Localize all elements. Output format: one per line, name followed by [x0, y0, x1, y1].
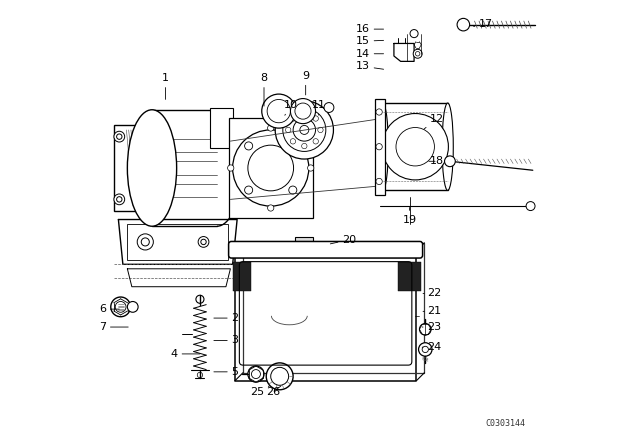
- Circle shape: [419, 343, 432, 356]
- Circle shape: [422, 346, 428, 353]
- Circle shape: [300, 125, 309, 134]
- Text: 17: 17: [474, 19, 493, 29]
- Text: 18: 18: [429, 156, 444, 166]
- Bar: [114, 125, 141, 211]
- Text: 7: 7: [99, 322, 128, 332]
- Circle shape: [313, 138, 319, 144]
- Circle shape: [317, 127, 323, 133]
- Text: 19: 19: [403, 207, 417, 224]
- Circle shape: [376, 178, 382, 185]
- Circle shape: [268, 125, 274, 131]
- Text: 6: 6: [99, 304, 119, 314]
- Circle shape: [267, 99, 291, 123]
- Text: C0303144: C0303144: [486, 419, 526, 428]
- Circle shape: [141, 238, 149, 246]
- Circle shape: [301, 111, 307, 116]
- Circle shape: [244, 186, 253, 194]
- Circle shape: [289, 142, 297, 150]
- Circle shape: [301, 143, 307, 149]
- Circle shape: [415, 52, 420, 56]
- Text: 1: 1: [162, 73, 169, 99]
- Circle shape: [232, 130, 308, 206]
- Text: 12: 12: [424, 114, 444, 129]
- Text: 21: 21: [423, 306, 442, 316]
- Text: 5: 5: [214, 367, 238, 377]
- Ellipse shape: [442, 103, 453, 190]
- Circle shape: [289, 186, 297, 194]
- Ellipse shape: [377, 103, 388, 190]
- Circle shape: [271, 367, 289, 385]
- Text: 20: 20: [330, 235, 356, 245]
- Ellipse shape: [127, 110, 177, 226]
- Circle shape: [324, 103, 334, 112]
- Circle shape: [127, 302, 138, 312]
- Circle shape: [116, 134, 122, 139]
- Text: 13: 13: [356, 61, 383, 71]
- Text: 15: 15: [356, 36, 383, 46]
- Circle shape: [116, 197, 122, 202]
- Text: 8: 8: [260, 73, 268, 106]
- Circle shape: [419, 323, 431, 335]
- Circle shape: [396, 128, 435, 166]
- Circle shape: [285, 127, 291, 133]
- Bar: [296, 237, 314, 246]
- Circle shape: [111, 297, 131, 317]
- Text: 11: 11: [312, 100, 326, 115]
- Text: 2: 2: [214, 313, 239, 323]
- Circle shape: [266, 363, 293, 390]
- Circle shape: [275, 101, 333, 159]
- Text: 10: 10: [284, 100, 298, 115]
- Circle shape: [252, 370, 260, 379]
- Text: 26: 26: [266, 386, 281, 397]
- Circle shape: [410, 30, 418, 38]
- Bar: [398, 262, 421, 291]
- Circle shape: [526, 202, 535, 211]
- Text: 24: 24: [422, 342, 442, 352]
- Circle shape: [382, 113, 449, 180]
- Circle shape: [413, 49, 422, 58]
- Circle shape: [295, 103, 311, 119]
- Text: 25: 25: [250, 386, 269, 397]
- Circle shape: [290, 138, 296, 144]
- Bar: [383, 103, 448, 190]
- Circle shape: [244, 142, 253, 150]
- Bar: [229, 118, 312, 218]
- Circle shape: [376, 143, 382, 150]
- Text: 3: 3: [214, 336, 238, 345]
- Circle shape: [313, 116, 319, 121]
- Bar: [210, 108, 233, 148]
- Text: 14: 14: [356, 49, 383, 59]
- Text: 9: 9: [302, 71, 309, 95]
- Text: 4: 4: [171, 349, 200, 359]
- Circle shape: [293, 119, 316, 141]
- Circle shape: [196, 295, 204, 303]
- Circle shape: [115, 302, 126, 312]
- Circle shape: [198, 237, 209, 247]
- Bar: [374, 99, 385, 195]
- Text: 22: 22: [423, 289, 442, 298]
- Circle shape: [457, 18, 470, 31]
- Text: 16: 16: [356, 24, 383, 34]
- Text: 23: 23: [422, 322, 442, 332]
- Circle shape: [262, 94, 296, 128]
- Circle shape: [137, 234, 154, 250]
- FancyBboxPatch shape: [228, 241, 422, 258]
- Bar: [127, 224, 228, 260]
- Circle shape: [201, 239, 206, 245]
- Circle shape: [248, 145, 294, 191]
- Circle shape: [283, 108, 326, 151]
- Circle shape: [114, 131, 125, 142]
- Circle shape: [268, 205, 274, 211]
- Circle shape: [308, 165, 314, 171]
- Circle shape: [291, 99, 316, 124]
- Circle shape: [248, 366, 264, 382]
- Circle shape: [228, 165, 234, 171]
- Circle shape: [114, 194, 125, 205]
- Bar: [232, 262, 250, 291]
- Circle shape: [376, 109, 382, 115]
- Circle shape: [445, 156, 455, 167]
- Circle shape: [290, 116, 296, 121]
